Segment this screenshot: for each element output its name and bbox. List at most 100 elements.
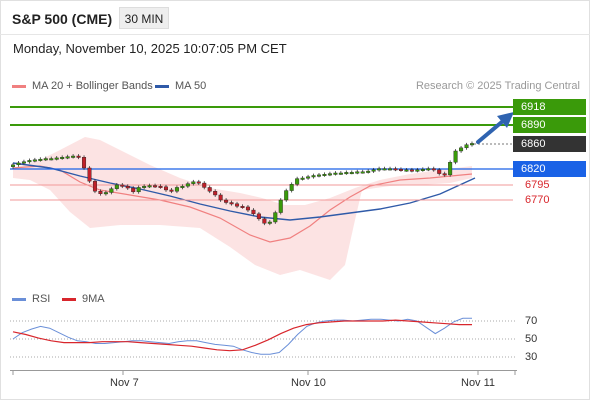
candle (404, 169, 409, 172)
candle (49, 158, 54, 161)
pivot-label: 6820 (513, 161, 586, 177)
candle (256, 213, 261, 220)
candle (125, 185, 130, 189)
candle (453, 150, 458, 163)
candle (213, 191, 218, 196)
candle (147, 185, 152, 188)
candle (322, 174, 327, 176)
ma20-legend: MA 20 + Bollinger Bands (12, 80, 153, 94)
rsi-ma-legend-label: 9MA (82, 293, 105, 305)
candle (338, 172, 343, 175)
candle (382, 168, 387, 171)
datetime-label: Monday, November 10, 2025 10:07:05 PM CE… (13, 41, 287, 56)
x-axis-line (10, 370, 517, 371)
candle (32, 159, 37, 162)
candle (426, 168, 431, 171)
support-2-label: 6770 (525, 194, 550, 206)
x-tick-nov7: Nov 7 (110, 377, 139, 389)
candle (437, 169, 442, 174)
candle (114, 184, 119, 189)
candle (289, 184, 294, 191)
rsi-legend-label: RSI (32, 293, 51, 305)
candle (470, 143, 475, 146)
timeframe-button[interactable]: 30 MIN (119, 7, 169, 29)
candle (120, 184, 125, 187)
candle (202, 182, 207, 188)
candle (398, 169, 403, 171)
candle (191, 181, 196, 184)
candle (306, 176, 311, 179)
rsi-ma-line (12, 319, 472, 352)
candle (43, 158, 48, 161)
candle (131, 187, 136, 193)
candle (464, 144, 469, 149)
ma50-swatch (155, 85, 169, 88)
arrow-head (497, 112, 514, 128)
rsi-ma-legend: 9MA (62, 293, 122, 307)
candle (344, 172, 349, 175)
candle (163, 186, 168, 191)
arrow-shaft (476, 119, 505, 144)
candle (92, 180, 97, 192)
candle (442, 173, 447, 176)
candle (76, 155, 81, 158)
candle (235, 203, 240, 207)
last-price-label: 6860 (513, 136, 586, 152)
ma20-legend-label: MA 20 + Bollinger Bands (32, 80, 153, 92)
candle (158, 185, 163, 188)
candle (360, 171, 365, 174)
candle (54, 157, 59, 160)
candle (327, 173, 332, 176)
x-tick-nov11: Nov 11 (461, 377, 496, 389)
candle (71, 155, 76, 158)
candle (218, 194, 223, 201)
candle (82, 157, 87, 169)
candle (240, 206, 245, 208)
rsi-swatch (12, 298, 26, 301)
candle (245, 206, 250, 211)
candle (366, 170, 371, 173)
candle (284, 190, 289, 201)
rsi-ma-swatch (62, 298, 76, 301)
candle (142, 185, 147, 188)
candle (388, 168, 393, 171)
candle (136, 187, 141, 193)
ma20-line (12, 165, 473, 243)
candle (153, 185, 158, 188)
candle (349, 172, 354, 175)
ma20-swatch (12, 85, 26, 88)
trend-arrow (476, 112, 514, 144)
resistance-2-label: 6918 (513, 99, 586, 115)
candle (174, 187, 179, 192)
source-credit: Research © 2025 Trading Central (415, 80, 580, 92)
candle (420, 169, 425, 171)
candle (87, 167, 92, 182)
candle (65, 156, 70, 159)
ma50-legend-label: MA 50 (175, 80, 207, 92)
candle (16, 162, 21, 166)
candles (10, 141, 475, 226)
candle (459, 147, 464, 152)
support-1-label: 6795 (525, 179, 550, 191)
candle (377, 168, 382, 171)
candle (371, 169, 376, 172)
candle (229, 202, 234, 205)
candle (262, 218, 267, 224)
candle (169, 189, 174, 192)
candle (109, 188, 114, 193)
candle (355, 171, 360, 174)
candle (103, 192, 108, 195)
candle (21, 161, 26, 164)
x-tick-nov10: Nov 10 (291, 377, 326, 389)
candle (295, 178, 300, 185)
candle (207, 187, 212, 192)
candle (300, 177, 305, 180)
rsi-pane (10, 317, 517, 375)
instrument-title: S&P 500 (CME) (12, 11, 113, 27)
candle (415, 169, 420, 172)
candle (393, 168, 398, 171)
candle (180, 185, 185, 188)
candle (431, 168, 436, 171)
chart-header (0, 0, 590, 35)
